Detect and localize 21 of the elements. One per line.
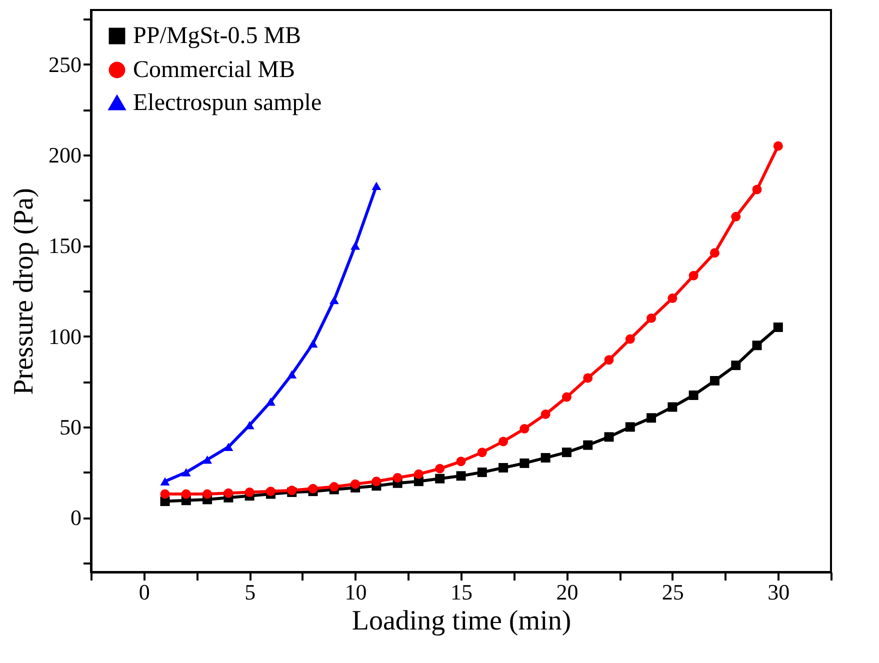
x-tick-label: 15 [450,580,472,604]
x-tick-label: 0 [138,580,150,604]
x-tick-label: 20 [556,580,578,604]
x-axis-title: Loading time (min) [352,606,572,636]
y-tick-label: 200 [48,142,82,168]
point [392,472,402,482]
point [540,410,550,420]
legend-label: Commercial MB [133,57,295,83]
y-tick-label: 150 [48,233,82,258]
x-tick-label: 5 [244,580,256,604]
y-tick-label: 250 [48,52,82,77]
legend-label: PP/MgSt-0.5 MB [133,23,302,49]
y-tick-label: 0 [70,505,82,530]
x-tick-label: 25 [662,580,684,604]
y-tick-label: 100 [48,324,82,349]
legend-label: Electrospun sample [133,90,322,116]
y-tick-label: 50 [60,414,82,440]
x-tick-label: 10 [344,580,367,604]
y-axis-title: Pressure drop (Pa) [8,188,40,395]
point [710,376,720,386]
x-tick-label: 30 [768,580,790,604]
